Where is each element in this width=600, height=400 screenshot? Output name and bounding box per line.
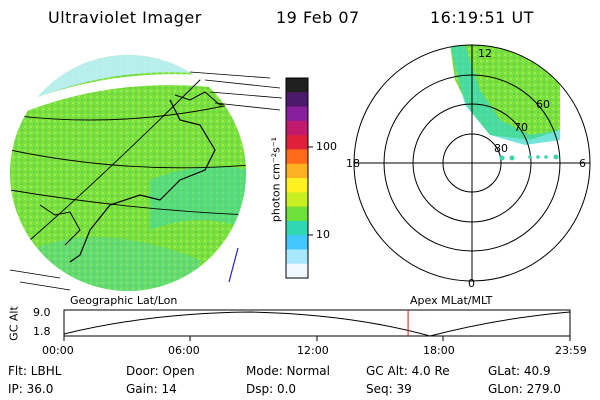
colorbar-segment	[286, 178, 308, 193]
info-dsp: Dsp: 0.0	[246, 382, 297, 396]
colorbar	[286, 78, 308, 279]
colorbar-tick-10: 10	[316, 228, 330, 241]
info-glon: GLon: 279.0	[488, 382, 561, 396]
colorbar-segment	[286, 78, 308, 93]
altitude-ymax: 9.0	[33, 306, 51, 319]
time-tick-2359: 23:59	[555, 344, 587, 357]
colorbar-segment	[286, 163, 308, 179]
info-door: Door: Open	[126, 364, 195, 378]
lat-label-80: 80	[494, 142, 508, 155]
info-mode: Mode: Normal	[246, 364, 330, 378]
earth-image	[10, 55, 246, 291]
info-ip: IP: 36.0	[8, 382, 54, 396]
colorbar-segment	[286, 249, 308, 265]
mlt-label-0: 0	[468, 277, 475, 290]
lat-label-60: 60	[536, 98, 550, 111]
altitude-axis-label: GC Alt	[7, 306, 21, 341]
info-seq: Seq: 39	[366, 382, 412, 396]
altitude-ymin: 1.8	[33, 325, 51, 338]
apex-label: Apex MLat/MLT	[410, 294, 493, 307]
info-flt: Flt: LBHL	[8, 364, 62, 378]
colorbar-tick-100: 100	[316, 140, 337, 153]
mlt-label-12: 12	[478, 47, 492, 60]
info-gain: Gain: 14	[126, 382, 177, 396]
colorbar-segment	[286, 106, 308, 122]
info-glat: GLat: 40.9	[488, 364, 551, 378]
colorbar-segment	[286, 235, 308, 250]
time-tick-1800: 18:00	[423, 344, 455, 357]
time-tick-0000: 00:00	[42, 344, 74, 357]
lat-label-70: 70	[514, 121, 528, 134]
colorbar-segment	[286, 120, 308, 136]
colorbar-segment	[286, 220, 308, 236]
time-label: 16:19:51 UT	[430, 8, 534, 27]
colorbar-segment	[286, 263, 308, 279]
polar-plot	[353, 44, 591, 282]
mlt-label-6: 6	[579, 157, 586, 170]
colorbar-segment	[286, 149, 308, 165]
altitude-plot	[63, 309, 571, 341]
time-tick-0600: 06:00	[168, 344, 200, 357]
time-tick-1200: 12:00	[297, 344, 329, 357]
date-label: 19 Feb 07	[276, 8, 360, 27]
colorbar-segment	[286, 192, 308, 208]
colorbar-segment	[286, 206, 308, 222]
colorbar-segment	[286, 92, 308, 108]
mlt-label-18: 18	[346, 157, 360, 170]
instrument-title: Ultraviolet Imager	[48, 8, 202, 27]
info-gcalt: GC Alt: 4.0 Re	[366, 364, 450, 378]
geographic-label: Geographic Lat/Lon	[70, 294, 178, 307]
colorbar-unit-label: photon cm⁻²s⁻¹	[269, 136, 283, 223]
colorbar-segment	[286, 135, 308, 150]
